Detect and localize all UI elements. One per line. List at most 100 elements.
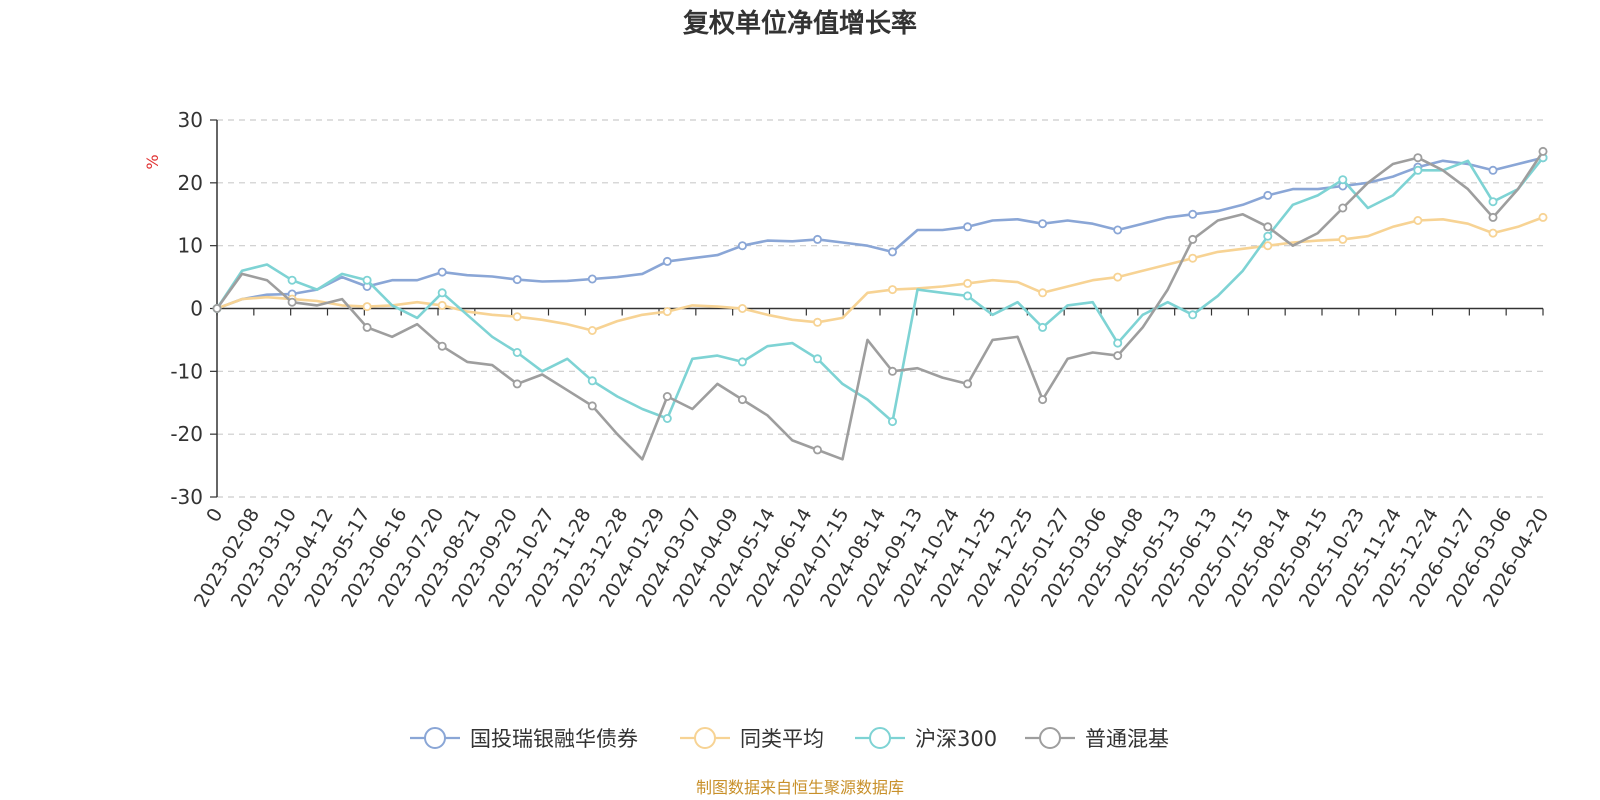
data-point	[1188, 253, 1198, 263]
legend-marker	[869, 727, 891, 749]
data-point	[888, 247, 898, 257]
series-line	[215, 150, 1545, 461]
data-point	[512, 312, 522, 322]
data-point	[1413, 215, 1423, 225]
chart-title: 复权单位净值增长率	[683, 8, 917, 39]
data-point	[662, 307, 672, 317]
y-tick-label: -10	[170, 359, 203, 383]
data-point	[1113, 351, 1123, 361]
data-point	[963, 278, 973, 288]
data-point	[1188, 310, 1198, 320]
series-layer	[212, 146, 1548, 461]
data-point	[362, 275, 372, 285]
data-point	[737, 395, 747, 405]
series-line	[215, 156, 1545, 423]
data-point	[1113, 272, 1123, 282]
legend-label: 国投瑞银融华债券	[470, 727, 638, 751]
data-point	[587, 325, 597, 335]
y-tick-label: 30	[178, 108, 203, 132]
data-point	[1488, 197, 1498, 207]
data-point	[888, 366, 898, 376]
data-point	[1038, 219, 1048, 229]
data-point	[963, 379, 973, 389]
data-point	[813, 317, 823, 327]
data-point	[287, 275, 297, 285]
legend-label: 普通混基	[1085, 727, 1169, 751]
data-point	[1538, 212, 1548, 222]
data-point	[737, 303, 747, 313]
data-point	[287, 297, 297, 307]
data-point	[1488, 212, 1498, 222]
y-axis-unit: %	[143, 154, 162, 169]
data-point	[1338, 175, 1348, 185]
legend-item[interactable]: 国投瑞银融华债券	[410, 727, 638, 751]
data-point	[587, 274, 597, 284]
data-point	[1263, 190, 1273, 200]
data-point	[1263, 222, 1273, 232]
data-point	[1038, 322, 1048, 332]
data-point	[737, 357, 747, 367]
data-point	[437, 267, 447, 277]
data-point	[813, 354, 823, 364]
data-point	[1188, 209, 1198, 219]
x-tick-label: 0	[202, 505, 227, 526]
data-point	[362, 302, 372, 312]
data-point	[512, 347, 522, 357]
y-tick-label: -30	[170, 485, 203, 509]
data-point	[1488, 228, 1498, 238]
data-point	[1263, 231, 1273, 241]
data-point	[1338, 234, 1348, 244]
y-tick-label: 20	[178, 171, 203, 195]
series-1	[212, 212, 1548, 335]
series-3	[212, 146, 1548, 461]
data-point	[437, 341, 447, 351]
data-point	[888, 285, 898, 295]
legend[interactable]: 国投瑞银融华债券 同类平均 沪深300 普通混基	[410, 727, 1169, 751]
data-point	[963, 291, 973, 301]
legend-label: 同类平均	[740, 727, 824, 751]
y-tick-label: -20	[170, 422, 203, 446]
data-point	[1038, 288, 1048, 298]
legend-item[interactable]: 普通混基	[1025, 727, 1169, 751]
series-2	[212, 153, 1548, 427]
legend-marker	[424, 727, 446, 749]
legend-item[interactable]: 同类平均	[680, 727, 824, 751]
data-point	[587, 401, 597, 411]
data-point	[437, 288, 447, 298]
data-point	[1113, 338, 1123, 348]
data-point	[737, 241, 747, 251]
data-point	[662, 256, 672, 266]
data-point	[963, 222, 973, 232]
data-point	[662, 391, 672, 401]
data-point	[1188, 234, 1198, 244]
data-point	[813, 445, 823, 455]
y-tick-label: 0	[190, 297, 203, 321]
data-point	[512, 275, 522, 285]
data-point	[587, 376, 597, 386]
data-point	[1038, 395, 1048, 405]
data-point	[888, 417, 898, 427]
legend-label: 沪深300	[915, 727, 997, 751]
data-point	[813, 234, 823, 244]
data-point	[212, 303, 222, 313]
legend-item[interactable]: 沪深300	[855, 727, 997, 751]
data-point	[1413, 153, 1423, 163]
data-point	[1538, 146, 1548, 156]
data-point	[1488, 165, 1498, 175]
y-tick-label: 10	[178, 234, 203, 258]
legend-marker	[1039, 727, 1061, 749]
grid-layer	[217, 119, 1543, 498]
data-point	[512, 379, 522, 389]
data-point	[1263, 241, 1273, 251]
series-0	[212, 153, 1548, 313]
legend-marker	[694, 727, 716, 749]
data-point	[1413, 165, 1423, 175]
data-source-note: 制图数据来自恒生聚源数据库	[696, 778, 904, 797]
data-point	[1113, 225, 1123, 235]
data-point	[1338, 203, 1348, 213]
data-point	[437, 300, 447, 310]
data-point	[662, 413, 672, 423]
data-point	[362, 322, 372, 332]
